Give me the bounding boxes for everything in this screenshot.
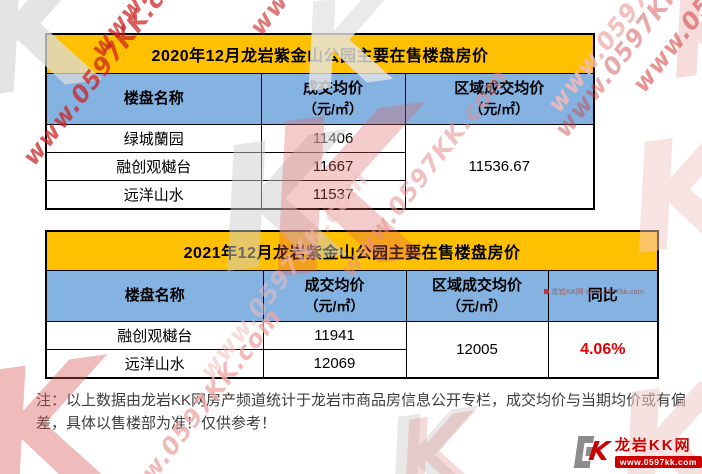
cell-region-avg: 12005 (405, 321, 549, 379)
col-header-region-unit: （元/㎡） (469, 100, 530, 117)
mini-watermark-icon (544, 289, 549, 294)
table-2020-prices: 2020年12月龙岩紫金山公园主要在售楼盘房价 楼盘名称 成交均价 （元/㎡） … (45, 33, 595, 210)
avg-price-text: 11406 (312, 130, 354, 147)
footnote: 注：以上数据由龙岩KK网房产频道统计于龙岩市商品房信息公开专栏，成交均价与当期均… (36, 390, 686, 435)
cell-project-name: 融创观樾台 (45, 152, 262, 181)
col-header-name: 楼盘名称 (45, 73, 262, 125)
col-header-region: 区域成交均价 （元/㎡） (404, 73, 595, 125)
cell-region-avg: 11536.67 (404, 124, 595, 210)
project-name-text: 融创观樾台 (117, 328, 193, 345)
table-2020-title-row: 2020年12月龙岩紫金山公园主要在售楼盘房价 (45, 33, 595, 74)
cell-yoy: 4.06% (547, 321, 659, 379)
col-header-region-text: 区域成交均价 (454, 80, 545, 98)
col-header-price-unit: （元/㎡） (304, 297, 365, 314)
site-name: 龙岩KK网 (614, 436, 692, 454)
table-2021-title: 2021年12月龙岩紫金山公园主要在售楼盘房价 (45, 230, 659, 271)
table-2021-header-row: 楼盘名称 成交均价 （元/㎡） 区域成交均价 （元/㎡） 同比 (45, 270, 659, 322)
avg-price-text: 11941 (314, 327, 355, 344)
col-header-region: 区域成交均价 （元/㎡） (405, 270, 549, 322)
avg-price-text: 12069 (313, 355, 356, 372)
col-header-name: 楼盘名称 (45, 270, 264, 322)
cell-avg-price: 11941 (262, 321, 407, 350)
col-header-region-unit: （元/㎡） (447, 297, 507, 314)
avg-price-text: 11537 (312, 186, 354, 203)
col-header-price-unit: （元/㎡） (303, 100, 363, 117)
col-header-region-text: 区域成交均价 (431, 277, 522, 295)
site-url-badge: www.0597kk.com (614, 455, 702, 468)
kk-logo-icon: K (574, 436, 611, 468)
cell-project-name: 融创观樾台 (45, 321, 264, 350)
kk-site-logo: K 龙岩KK网 www.0597kk.com (576, 431, 702, 473)
col-header-name-text: 楼盘名称 (124, 286, 185, 304)
col-header-price: 成交均价 （元/㎡） (260, 73, 406, 125)
col-header-price: 成交均价 （元/㎡） (262, 270, 407, 322)
table-2020-title: 2020年12月龙岩紫金山公园主要在售楼盘房价 (45, 33, 595, 74)
table-row: 远洋山水 12069 (45, 349, 658, 379)
cell-project-name: 远洋山水 (45, 180, 262, 210)
avg-price-text: 11667 (312, 158, 354, 175)
mini-watermark: 龙岩KK网 www.0597kk.com (544, 286, 644, 297)
table-2021-title-row: 2021年12月龙岩紫金山公园主要在售楼盘房价 (45, 230, 659, 271)
mini-watermark-text: 龙岩KK网 www.0597kk.com (551, 287, 644, 296)
col-header-yoy-text: 同比 (587, 286, 618, 304)
table-row: 融创观樾台 11941 12005 4.06% (45, 321, 659, 379)
cell-avg-price: 11537 (260, 180, 406, 210)
kk-logo-texts: 龙岩KK网 www.0597kk.com (614, 436, 702, 468)
cell-avg-price: 12069 (262, 349, 407, 379)
table-2020-header-row: 楼盘名称 成交均价 （元/㎡） 区域成交均价 （元/㎡） (45, 73, 595, 125)
project-name-text: 融创观樾台 (116, 159, 192, 176)
cell-project-name: 远洋山水 (45, 349, 264, 379)
yoy-value-text: 4.06% (580, 340, 626, 358)
kk-watermark-glyph-icon: K (659, 0, 702, 105)
col-header-yoy: 同比 (547, 270, 659, 322)
cell-avg-price: 11667 (260, 152, 406, 181)
table-row: 远洋山水 11537 (45, 180, 594, 210)
project-name-text: 远洋山水 (123, 187, 184, 204)
project-name-text: 绿城蘭园 (123, 131, 184, 148)
region-avg-text: 12005 (456, 341, 498, 358)
footnote-text: 注：以上数据由龙岩KK网房产频道统计于龙岩市商品房信息公开专栏，成交均价与当期均… (36, 392, 687, 432)
table-row: 绿城蘭园 11406 11536.67 (45, 124, 595, 210)
col-header-price-text: 成交均价 (302, 80, 363, 98)
table-2021-title-text: 2021年12月龙岩紫金山公园主要在售楼盘房价 (183, 245, 521, 262)
cell-project-name: 绿城蘭园 (45, 124, 262, 153)
table-2020-title-text: 2020年12月龙岩紫金山公园主要在售楼盘房价 (151, 48, 489, 65)
table-2021-prices: 2021年12月龙岩紫金山公园主要在售楼盘房价 楼盘名称 成交均价 （元/㎡） … (45, 230, 660, 379)
col-header-name-text: 楼盘名称 (123, 89, 184, 107)
cell-avg-price: 11406 (260, 124, 406, 153)
url-watermark-text: www.0597KK.com (627, 0, 702, 98)
table-row: 融创观樾台 11667 (45, 152, 594, 181)
region-avg-text: 11536.67 (468, 158, 530, 175)
col-header-price-text: 成交均价 (304, 277, 365, 295)
project-name-text: 远洋山水 (124, 356, 185, 373)
kk-logo-k-letter: K (586, 437, 612, 467)
